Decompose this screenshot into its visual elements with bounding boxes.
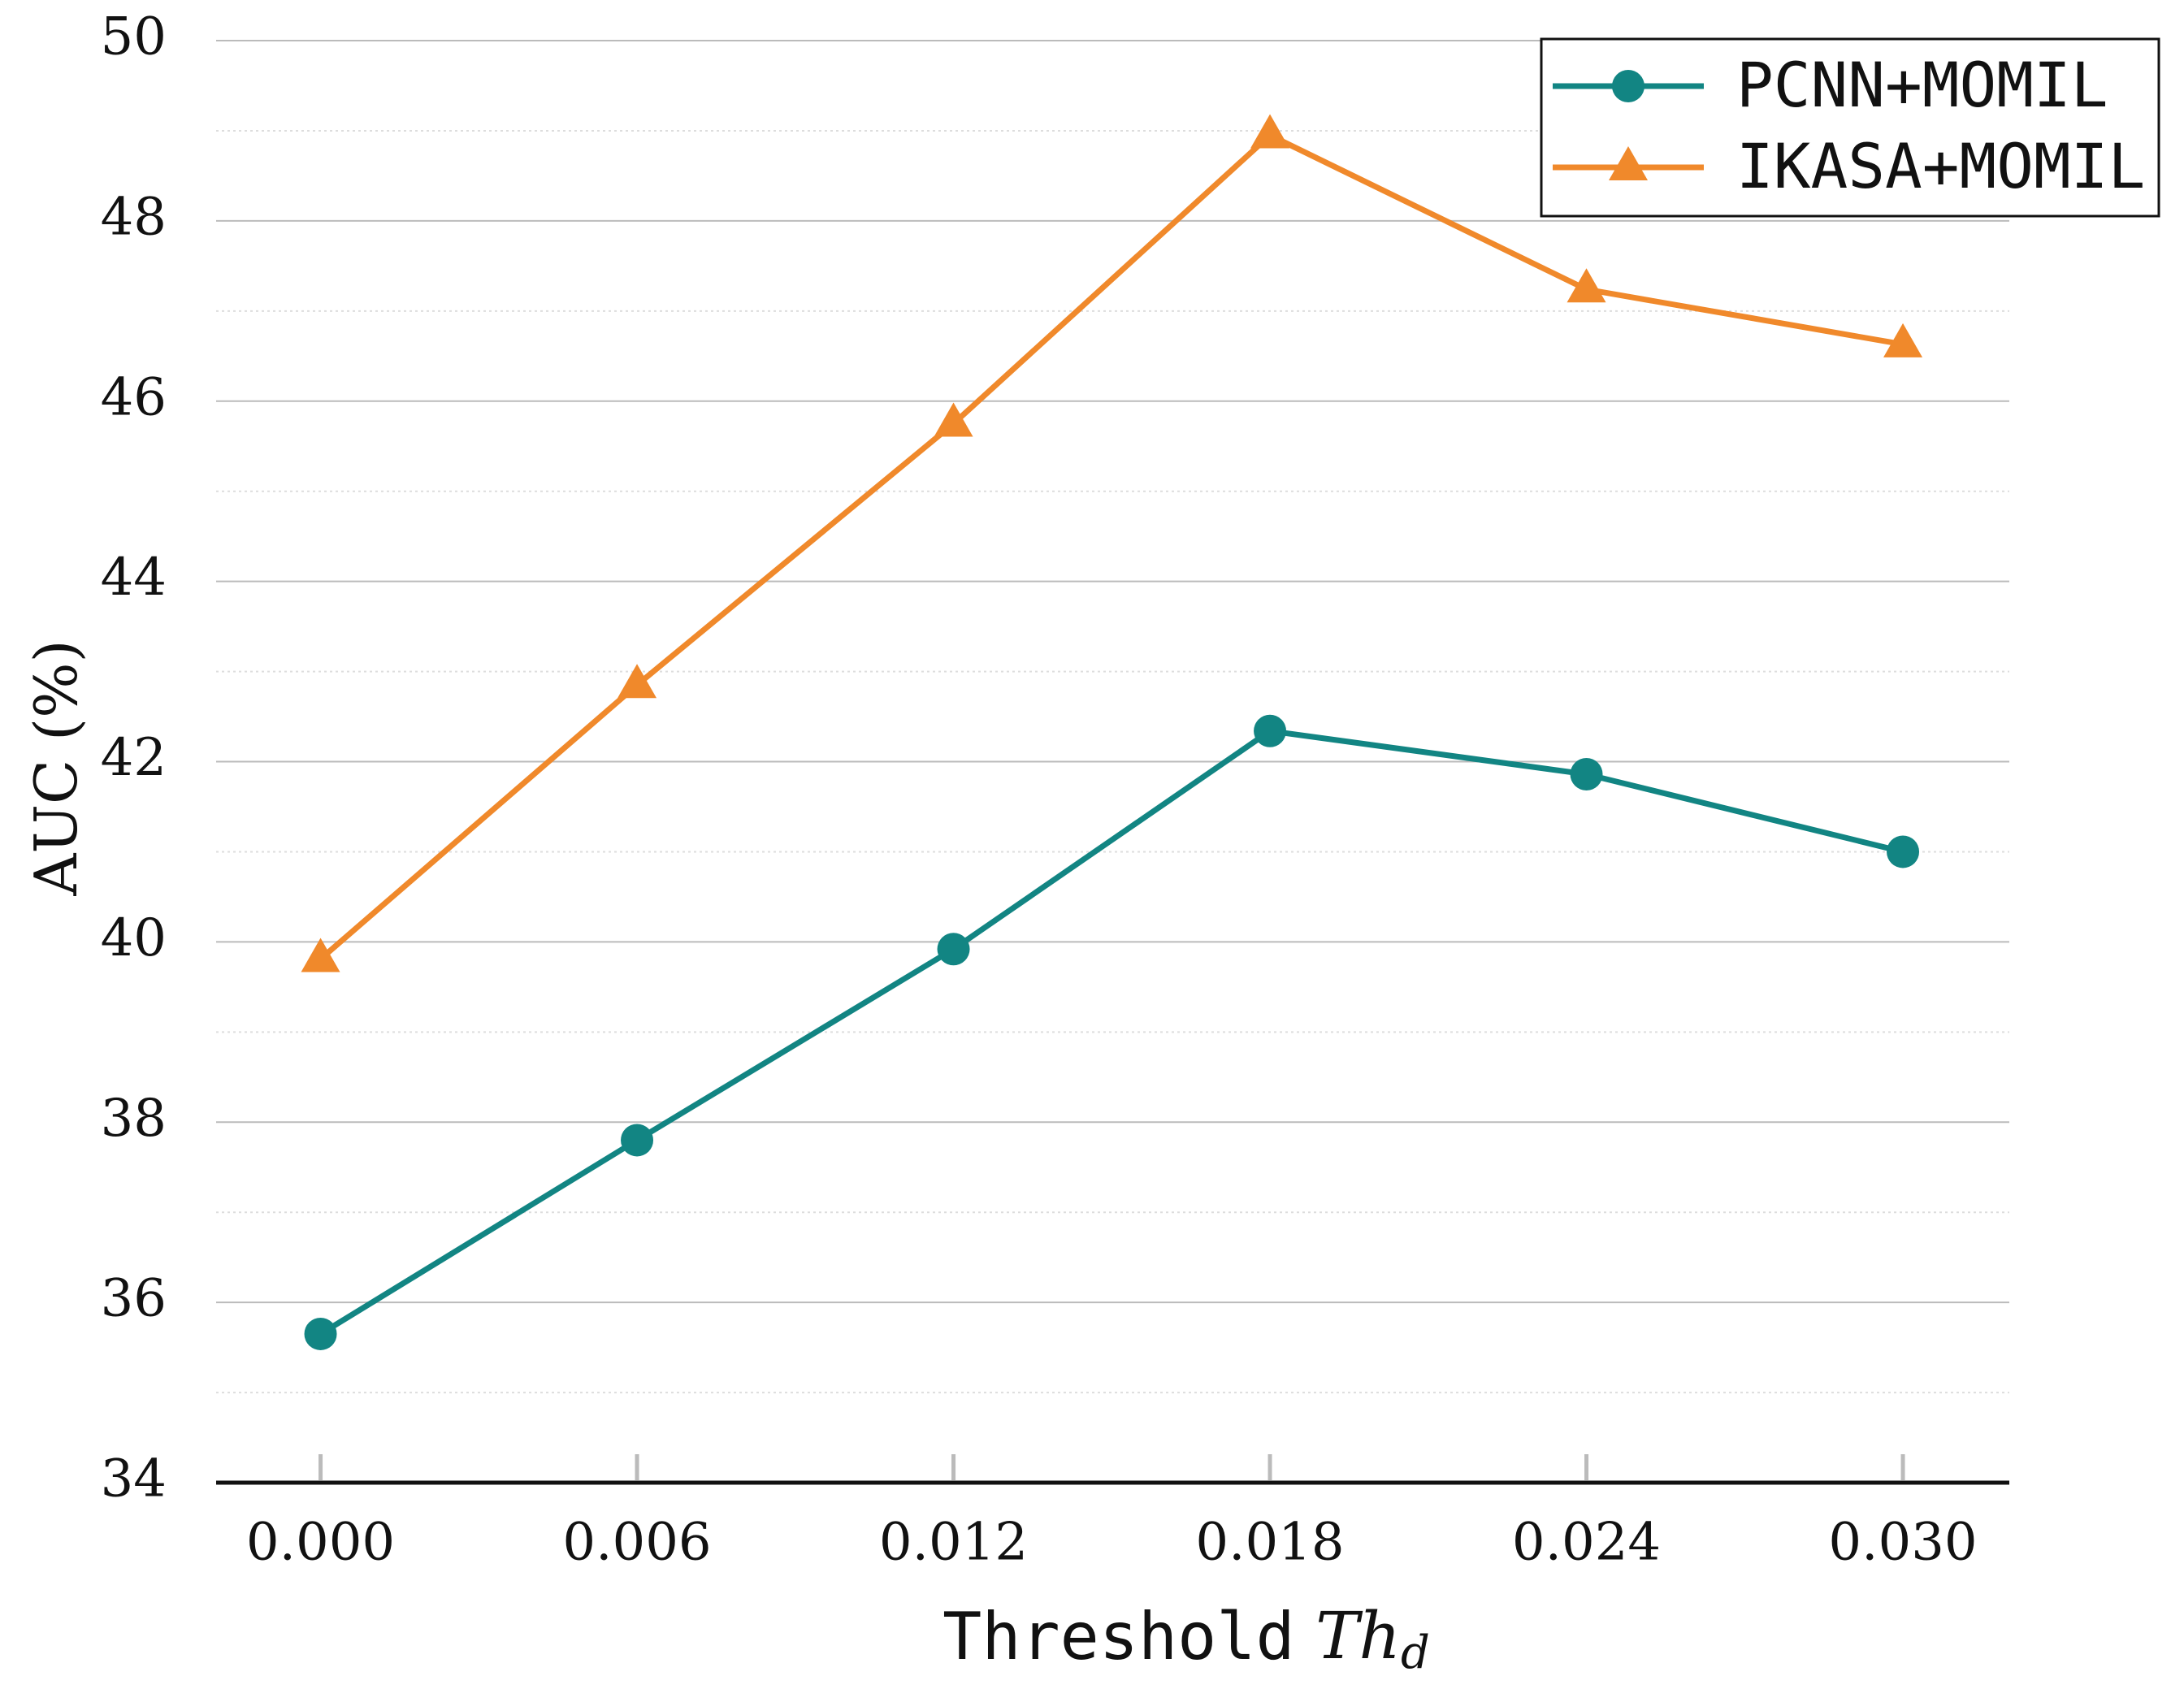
x-tick-label: 0.030 [1828, 1513, 1977, 1573]
legend-box [1540, 37, 2160, 218]
marker [937, 933, 970, 966]
marker [1254, 714, 1287, 747]
marker [1609, 146, 1648, 180]
marker [304, 1317, 337, 1350]
y-tick-label: 38 [101, 1089, 167, 1149]
x-tick-label: 0.024 [1512, 1513, 1661, 1573]
marker [1887, 835, 1920, 868]
x-tick-label: 0.000 [246, 1513, 395, 1573]
marker [621, 1124, 654, 1157]
marker [618, 664, 657, 699]
legend-label: IKASA+MOMIL [1736, 130, 2145, 202]
y-tick-label: 36 [101, 1269, 167, 1329]
marker [1566, 268, 1606, 303]
y-tick-label: 34 [101, 1449, 167, 1509]
marker [1883, 323, 1923, 357]
series-line [318, 728, 1904, 1336]
y-axis-label: AUC (%) [22, 639, 90, 896]
y-tick-label: 42 [101, 728, 167, 788]
x-tick-label: 0.018 [1195, 1513, 1344, 1573]
marker [1570, 758, 1603, 791]
y-tick-label: 46 [101, 367, 167, 427]
y-tick-label: 40 [101, 908, 167, 968]
marker [1250, 114, 1290, 149]
marker [1612, 70, 1644, 102]
x-axis-label: Threshold Thd [942, 1598, 1430, 1679]
y-tick-label: 48 [101, 187, 167, 247]
x-tick-label: 0.012 [879, 1513, 1028, 1573]
series-line [318, 132, 1904, 962]
x-tick-label: 0.006 [562, 1513, 711, 1573]
marker [301, 938, 340, 972]
marker [934, 402, 973, 437]
y-tick-label: 44 [101, 548, 167, 608]
legend-label: PCNN+MOMIL [1736, 49, 2108, 121]
y-tick-label: 50 [101, 7, 167, 67]
